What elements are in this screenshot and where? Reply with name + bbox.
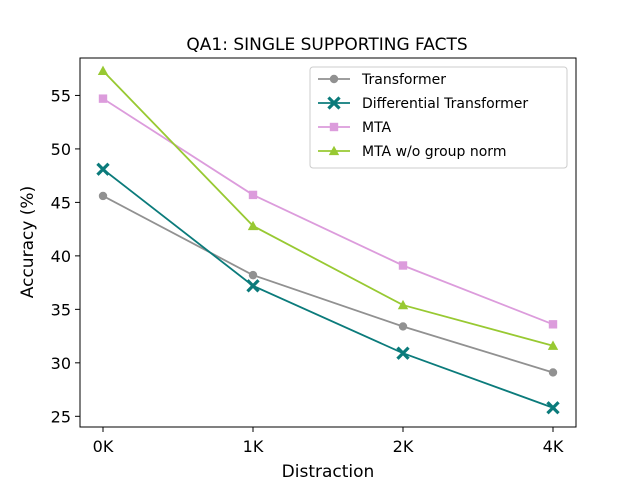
legend-marker xyxy=(329,122,339,132)
series-line xyxy=(102,97,554,326)
plot-area xyxy=(79,57,577,428)
legend-item: Transformer xyxy=(318,72,446,88)
legend-label: MTA w/o group norm xyxy=(362,144,506,160)
y-tick-label: 40 xyxy=(51,247,71,266)
series-layer xyxy=(96,65,560,415)
legend-item: MTA xyxy=(318,120,392,136)
data-point xyxy=(97,65,109,75)
legend-marker xyxy=(327,96,341,110)
data-point xyxy=(246,279,260,293)
y-axis: 25 30 35 40 45 50 55 xyxy=(51,86,80,426)
data-point xyxy=(248,270,258,280)
series-line xyxy=(102,195,554,374)
data-point xyxy=(396,346,410,360)
y-tick-label: 30 xyxy=(51,354,71,373)
data-point xyxy=(398,322,408,331)
x-axis-title: Distraction xyxy=(282,462,375,480)
legend-item: MTA w/o group norm xyxy=(318,144,506,160)
data-point xyxy=(96,162,110,176)
data-point xyxy=(548,320,558,329)
data-point xyxy=(397,299,409,310)
x-tick-label: 1K xyxy=(243,437,264,456)
data-point xyxy=(98,94,108,103)
y-tick-label: 35 xyxy=(51,300,71,319)
y-tick-label: 25 xyxy=(51,407,71,426)
series-2 xyxy=(98,94,558,329)
legend-item: Differential Transformer xyxy=(318,96,528,112)
chart-title: QA1: SINGLE SUPPORTING FACTS xyxy=(186,35,467,55)
legend: Transformer Differential Transformer MTA MT… xyxy=(309,66,568,169)
legend-box xyxy=(309,66,568,169)
data-point xyxy=(546,401,560,415)
x-tick-label: 2K xyxy=(393,437,414,456)
data-point xyxy=(547,340,559,350)
y-tick-label: 45 xyxy=(51,193,71,212)
series-line xyxy=(102,168,554,409)
legend-marker xyxy=(328,145,340,156)
series-3 xyxy=(97,65,559,350)
series-line xyxy=(102,70,554,347)
legend-label: Differential Transformer xyxy=(362,96,528,112)
x-axis: 0K 1K 2K 4K xyxy=(93,427,564,456)
legend-marker xyxy=(329,74,339,84)
data-point xyxy=(248,190,258,200)
y-tick-label: 50 xyxy=(51,140,71,159)
x-tick-label: 4K xyxy=(543,437,564,456)
data-point xyxy=(247,220,259,231)
y-axis-title: Accuracy (%) xyxy=(18,186,38,298)
series-1 xyxy=(96,162,560,415)
series-0 xyxy=(98,191,558,377)
x-tick-label: 0K xyxy=(93,437,114,456)
legend-label: Transformer xyxy=(361,72,446,88)
data-point xyxy=(398,261,408,270)
data-point xyxy=(98,191,108,201)
y-tick-label: 55 xyxy=(51,86,71,105)
legend-label: MTA xyxy=(362,120,392,136)
data-point xyxy=(548,368,558,377)
